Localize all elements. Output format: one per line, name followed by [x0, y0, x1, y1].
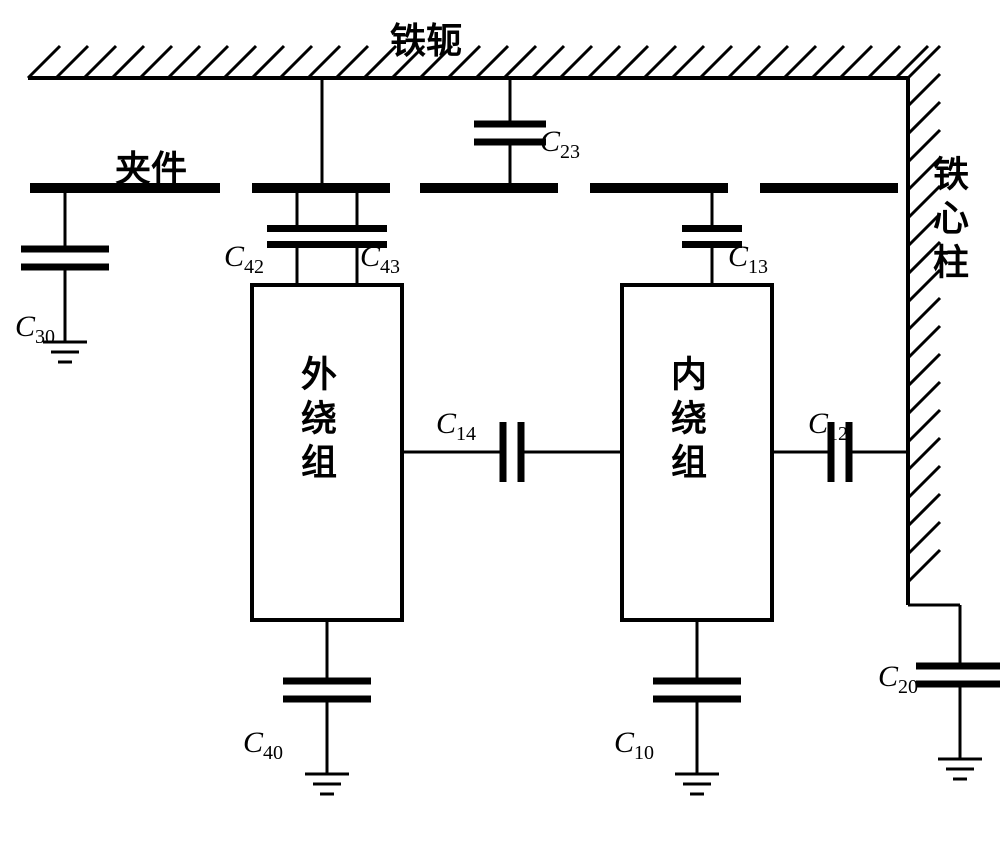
circuit-diagram-svg [0, 0, 1000, 843]
